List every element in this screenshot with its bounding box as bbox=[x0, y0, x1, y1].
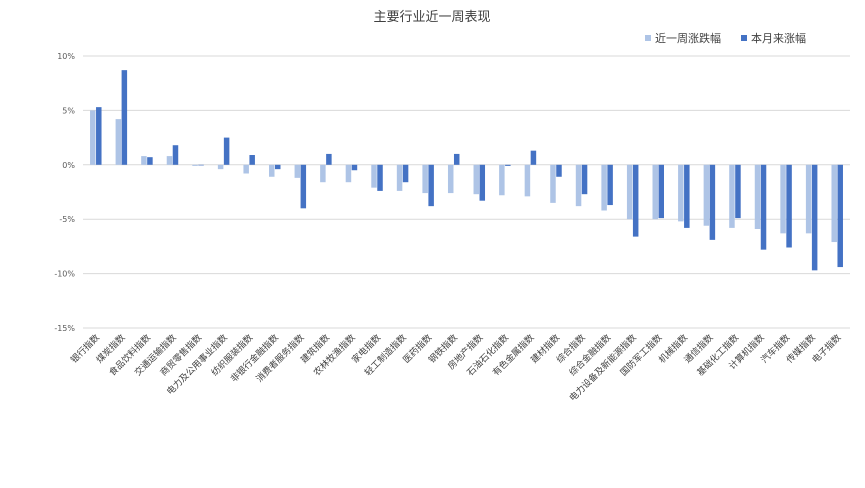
bar-series-2 bbox=[530, 150, 537, 165]
bar-series-2 bbox=[684, 164, 690, 228]
bar-series-2 bbox=[632, 164, 639, 237]
bar-series-2 bbox=[505, 164, 511, 166]
bar-series-2 bbox=[453, 153, 460, 165]
bar-series-1 bbox=[575, 164, 582, 207]
x-axis-categories: 银行指数煤炭指数食品饮料指数交通运输指数商贸零售指数电力及公用事业指数纺织服装指… bbox=[68, 332, 843, 404]
bar-series-1 bbox=[243, 164, 249, 174]
x-category-label: 农林牧渔指数 bbox=[311, 332, 358, 379]
bar-series-2 bbox=[351, 164, 358, 171]
bar-series-1 bbox=[192, 164, 198, 166]
bar-series-2 bbox=[198, 164, 204, 166]
bar-series-2 bbox=[147, 157, 153, 165]
bar-series-1 bbox=[422, 164, 428, 194]
bar-series-1 bbox=[831, 164, 837, 243]
y-axis-ticks: 10% 5% 0% -5% -10% -15% bbox=[54, 52, 75, 333]
y-tick-label: 5% bbox=[62, 106, 75, 115]
y-tick-label: 10% bbox=[57, 52, 75, 61]
legend: 近一周涨跌幅 本月来涨幅 bbox=[645, 31, 806, 45]
bar-series-2 bbox=[581, 164, 588, 195]
y-tick-label: -15% bbox=[54, 324, 75, 333]
bar-series-1 bbox=[447, 164, 454, 194]
bar-series-1 bbox=[166, 156, 173, 165]
bar-series-1 bbox=[754, 164, 761, 229]
bar-series-2 bbox=[556, 164, 562, 177]
bar-series-1 bbox=[396, 164, 403, 191]
bar-series-1 bbox=[805, 164, 812, 234]
y-tick-label: -10% bbox=[54, 270, 75, 279]
bar-series-2 bbox=[249, 155, 255, 165]
bar-series-2 bbox=[786, 164, 792, 248]
bar-series-1 bbox=[115, 119, 122, 165]
bar-series-1 bbox=[320, 164, 326, 183]
x-category-label: 国防军工指数 bbox=[618, 332, 665, 379]
bar-series-2 bbox=[223, 137, 230, 165]
chart-title: 主要行业近一周表现 bbox=[373, 10, 490, 25]
bar-series-2 bbox=[275, 164, 281, 170]
bar-series-1 bbox=[473, 164, 480, 195]
bar-series-1 bbox=[678, 164, 684, 222]
bar-series-1 bbox=[371, 164, 377, 188]
bar-series-2 bbox=[837, 164, 843, 268]
x-category-label: 有色金属指数 bbox=[490, 332, 537, 379]
bar-series-1 bbox=[550, 164, 556, 203]
bar-series-1 bbox=[652, 164, 658, 220]
bar-series-2 bbox=[96, 107, 102, 165]
bar-series-2 bbox=[121, 70, 128, 165]
bar-series-2 bbox=[479, 164, 486, 201]
legend-label-series-2: 本月来涨幅 bbox=[751, 31, 806, 45]
bar-series-1 bbox=[601, 164, 607, 211]
bar-series-2 bbox=[172, 145, 179, 165]
bar-series-2 bbox=[760, 164, 767, 250]
bar-series-1 bbox=[345, 164, 352, 183]
bar-series-2 bbox=[402, 164, 409, 183]
bars bbox=[90, 70, 843, 271]
bar-series-2 bbox=[735, 164, 741, 219]
legend-swatch-series-2 bbox=[741, 35, 747, 41]
bar-series-1 bbox=[294, 164, 301, 178]
x-category-label: 轻工制造指数 bbox=[362, 332, 409, 379]
gridlines bbox=[83, 55, 850, 329]
bar-series-1 bbox=[729, 164, 735, 228]
bar-series-1 bbox=[626, 164, 633, 220]
bar-series-2 bbox=[607, 164, 613, 206]
bar-series-1 bbox=[703, 164, 710, 226]
bar-series-2 bbox=[326, 153, 332, 165]
legend-label-series-1: 近一周涨跌幅 bbox=[655, 31, 721, 45]
bar-series-1 bbox=[524, 164, 531, 197]
bar-series-2 bbox=[811, 164, 818, 271]
legend-swatch-series-1 bbox=[645, 35, 651, 41]
bar-series-1 bbox=[780, 164, 786, 234]
bar-series-1 bbox=[269, 164, 275, 177]
y-tick-label: 0% bbox=[62, 161, 75, 170]
bar-series-2 bbox=[709, 164, 716, 240]
y-tick-label: -5% bbox=[59, 215, 75, 224]
bar-series-2 bbox=[658, 164, 664, 219]
bar-series-2 bbox=[300, 164, 307, 209]
bar-series-2 bbox=[428, 164, 434, 207]
bar-series-2 bbox=[377, 164, 383, 191]
bar-series-1 bbox=[499, 164, 505, 196]
bar-series-1 bbox=[217, 164, 224, 170]
x-category-label: 电子指数 bbox=[809, 332, 843, 366]
bar-series-1 bbox=[90, 110, 96, 165]
bar-series-1 bbox=[141, 156, 147, 165]
